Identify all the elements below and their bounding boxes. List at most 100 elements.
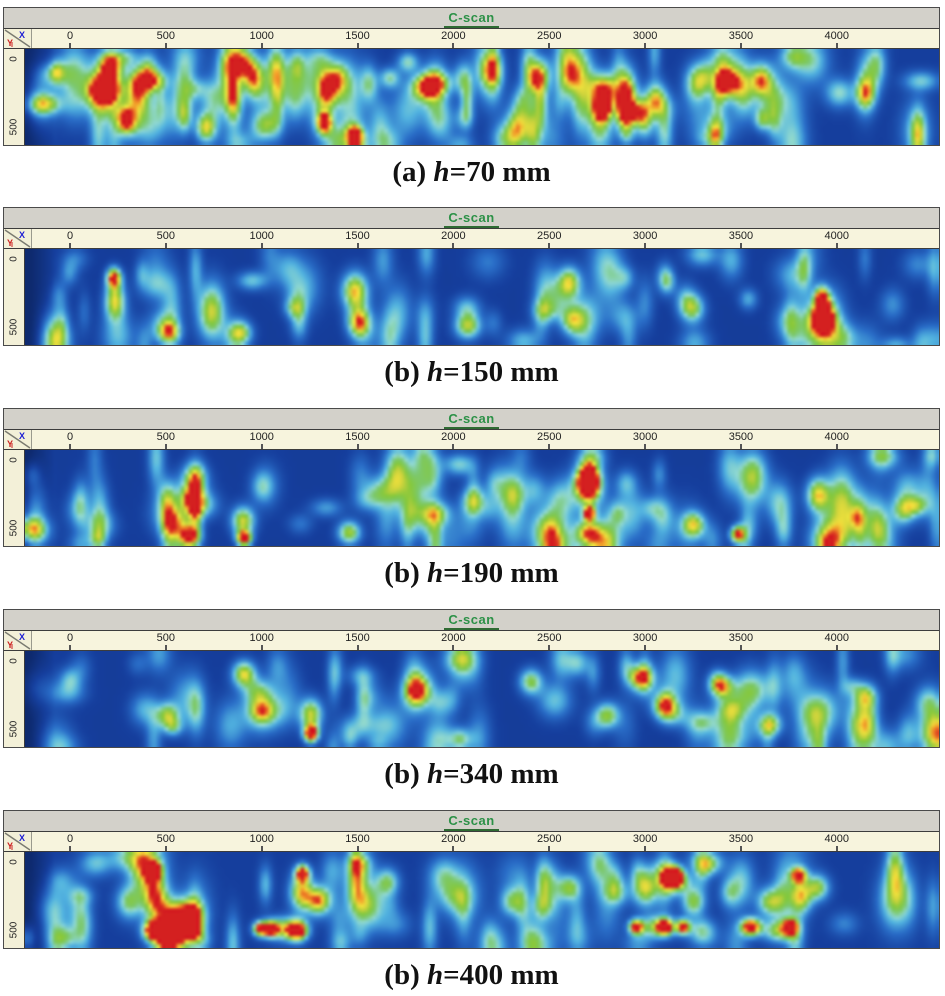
x-tick-mark (644, 846, 647, 851)
x-tick-mark (644, 645, 647, 650)
x-tick-mark (260, 444, 263, 449)
caption-index: (b) (384, 356, 427, 388)
x-tick-mark (356, 645, 359, 650)
x-tick-mark (452, 243, 455, 248)
x-tick-label: 3500 (728, 230, 754, 242)
x-tick-label: 1500 (345, 230, 370, 242)
x-ruler: 0 500 1000 1500 2000 2500 3000 3500 4000 (32, 832, 939, 851)
x-tick-mark (164, 444, 167, 449)
x-tick-mark (164, 846, 167, 851)
ruler-row: X Y 0 500 1000 1500 2000 2500 3000 3500 4000 (4, 229, 939, 248)
x-tick-label: 3500 (728, 632, 754, 644)
x-tick-label: 4000 (824, 632, 850, 644)
x-tick-mark (164, 243, 167, 248)
x-tick-mark (739, 243, 742, 248)
scan-body: 0 500 (4, 851, 939, 948)
x-tick-label: 0 (66, 230, 74, 242)
cscan-figure-panel: C-scan X Y 0 500 1000 1500 2000 2500 3000 3500 4… (3, 609, 940, 795)
y-ruler: 0 500 (4, 450, 25, 546)
scan-body: 0 500 (4, 248, 939, 345)
cscan-window: C-scan X Y 0 500 1000 1500 2000 2500 3000 3500 4… (3, 408, 940, 547)
x-tick-mark (644, 243, 647, 248)
x-tick-label: 0 (66, 833, 74, 845)
x-tick-mark (356, 846, 359, 851)
diagonal-axis-line (4, 430, 31, 449)
x-tick-mark (548, 645, 551, 650)
cscan-figure-panel: C-scan X Y 0 500 1000 1500 2000 2500 3000 3500 4… (3, 207, 940, 393)
y-axis-letter: Y (7, 238, 13, 248)
x-tick-mark (260, 43, 263, 48)
cscan-figure-panel: C-scan X Y 0 500 1000 1500 2000 2500 3000 3500 4… (3, 7, 940, 193)
x-tick-label: 500 (156, 230, 176, 242)
x-tick-label: 2500 (537, 30, 562, 42)
x-tick-label: 1000 (249, 230, 274, 242)
x-tick-mark (548, 444, 551, 449)
x-tick-label: 4000 (824, 833, 850, 845)
scan-body: 0 500 (4, 48, 939, 145)
cscan-heatmap (25, 651, 939, 747)
x-tick-mark (452, 444, 455, 449)
x-tick-label: 2500 (537, 431, 562, 443)
x-tick-label: 3000 (632, 833, 658, 845)
x-tick-mark (356, 43, 359, 48)
subfigure-caption: (b) h=190 mm (3, 554, 940, 594)
x-tick-mark (452, 645, 455, 650)
caption-value: =150 mm (443, 356, 559, 388)
x-ruler: 0 500 1000 1500 2000 2500 3000 3500 4000 (32, 430, 939, 449)
x-ruler: 0 500 1000 1500 2000 2500 3000 3500 4000 (32, 29, 939, 48)
x-tick-label: 1500 (345, 632, 370, 644)
x-tick-mark (356, 243, 359, 248)
x-axis-letter: X (19, 632, 25, 642)
cscan-figure-panel: C-scan X Y 0 500 1000 1500 2000 2500 3000 3500 4… (3, 810, 940, 996)
x-tick-label: 1500 (345, 30, 370, 42)
x-tick-mark (260, 846, 263, 851)
scan-body: 0 500 (4, 650, 939, 747)
caption-variable: h (433, 156, 450, 188)
x-tick-label: 3500 (728, 30, 754, 42)
subfigure-caption: (b) h=150 mm (3, 353, 940, 393)
subfigure-caption: (a) h=70 mm (3, 153, 940, 193)
x-tick-label: 3500 (728, 431, 754, 443)
x-tick-label: 2000 (441, 431, 466, 443)
ruler-row: X Y 0 500 1000 1500 2000 2500 3000 3500 4000 (4, 832, 939, 851)
caption-variable: h (426, 959, 444, 991)
caption-variable: h (426, 758, 444, 790)
x-tick-label: 4000 (824, 230, 850, 242)
caption-index: (b) (384, 959, 427, 991)
window-titlebar: C-scan (4, 208, 939, 229)
x-tick-mark (452, 43, 455, 48)
x-ruler: 0 500 1000 1500 2000 2500 3000 3500 4000 (32, 229, 939, 248)
x-axis-letter: X (19, 30, 25, 40)
x-tick-mark (835, 43, 838, 48)
window-title: C-scan (444, 9, 499, 28)
x-tick-mark (739, 444, 742, 449)
axis-orientation-icon: X Y (4, 430, 32, 449)
x-tick-mark (260, 645, 263, 650)
ruler-row: X Y 0 500 1000 1500 2000 2500 3000 3500 4000 (4, 631, 939, 650)
caption-value: =340 mm (443, 758, 559, 790)
y-axis-letter: Y (7, 841, 13, 851)
y-tick-label-500: 500 (8, 519, 20, 537)
cscan-heatmap (25, 249, 939, 345)
cscan-heatmap (25, 49, 939, 145)
x-tick-label: 2500 (537, 632, 562, 644)
x-tick-mark (644, 444, 647, 449)
cscan-figure-panel: C-scan X Y 0 500 1000 1500 2000 2500 3000 3500 4… (3, 408, 940, 594)
x-tick-mark (835, 444, 838, 449)
x-tick-label: 1500 (345, 833, 370, 845)
x-tick-mark (739, 645, 742, 650)
y-tick-label-500: 500 (8, 720, 20, 738)
y-ruler: 0 500 (4, 651, 25, 747)
x-tick-mark (548, 43, 551, 48)
x-tick-label: 3000 (632, 230, 658, 242)
x-tick-mark (164, 645, 167, 650)
x-tick-label: 0 (66, 30, 74, 42)
x-tick-mark (548, 846, 551, 851)
cscan-window: C-scan X Y 0 500 1000 1500 2000 2500 3000 3500 4… (3, 207, 940, 346)
x-tick-label: 3000 (632, 431, 658, 443)
axis-orientation-icon: X Y (4, 29, 32, 48)
cscan-heatmap (25, 450, 939, 546)
x-tick-mark (69, 645, 71, 650)
window-title: C-scan (444, 209, 499, 228)
x-tick-label: 500 (156, 632, 176, 644)
